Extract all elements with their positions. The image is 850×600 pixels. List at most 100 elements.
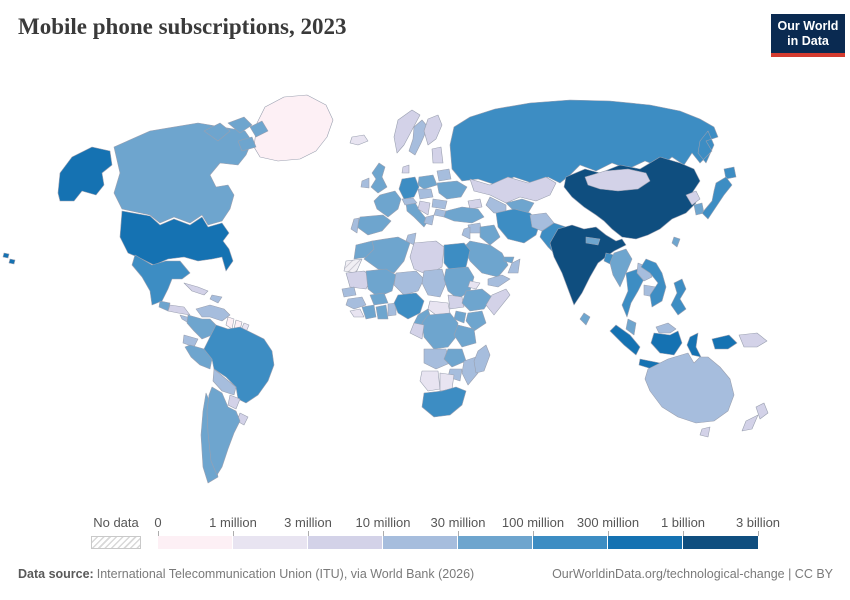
country-guinea[interactable] bbox=[345, 296, 367, 310]
country-france[interactable] bbox=[373, 190, 402, 218]
country-sweden[interactable] bbox=[408, 119, 429, 156]
legend-bin[interactable] bbox=[683, 536, 758, 549]
country-finland[interactable] bbox=[423, 114, 443, 146]
country-indonesia-sumatra[interactable] bbox=[609, 324, 641, 356]
owid-logo[interactable]: Our World in Data bbox=[771, 14, 845, 57]
country-togo-benin[interactable] bbox=[387, 302, 397, 317]
country-honduras-nicaragua[interactable] bbox=[167, 304, 191, 316]
country-greece[interactable] bbox=[423, 214, 435, 226]
country-niger[interactable] bbox=[393, 270, 425, 296]
country-myanmar[interactable] bbox=[609, 248, 633, 288]
country-senegal[interactable] bbox=[341, 286, 357, 298]
country-indonesia-west-papua[interactable] bbox=[711, 334, 738, 350]
country-paraguay[interactable] bbox=[227, 394, 241, 410]
country-baltics[interactable] bbox=[431, 146, 444, 164]
legend-bin[interactable] bbox=[608, 536, 683, 549]
country-indonesia-sulawesi[interactable] bbox=[686, 332, 702, 358]
country-guyana[interactable] bbox=[225, 316, 235, 330]
country-zambia[interactable] bbox=[443, 348, 467, 368]
country-ivory-coast[interactable] bbox=[361, 304, 377, 320]
country-chad[interactable] bbox=[421, 268, 447, 298]
country-philippines[interactable] bbox=[670, 278, 687, 316]
country-argentina[interactable] bbox=[206, 386, 241, 476]
country-vietnam[interactable] bbox=[640, 258, 667, 308]
country-japan-hokkaido[interactable] bbox=[723, 166, 737, 180]
country-brazil[interactable] bbox=[203, 324, 275, 404]
country-balkans[interactable] bbox=[417, 200, 431, 216]
country-venezuela[interactable] bbox=[195, 304, 231, 322]
country-namibia[interactable] bbox=[419, 370, 441, 392]
legend-bin[interactable] bbox=[233, 536, 308, 549]
country-iceland[interactable] bbox=[349, 134, 369, 146]
country-south-africa[interactable] bbox=[421, 386, 467, 418]
country-yemen[interactable] bbox=[487, 274, 511, 288]
legend-bin[interactable] bbox=[458, 536, 533, 549]
country-united-states[interactable] bbox=[119, 210, 234, 272]
legend-bin[interactable] bbox=[383, 536, 458, 549]
country-greenland[interactable] bbox=[253, 94, 334, 162]
country-malaysia-borneo[interactable] bbox=[655, 322, 677, 334]
country-mali[interactable] bbox=[365, 268, 397, 298]
country-japan-honshu[interactable] bbox=[701, 176, 733, 220]
country-taiwan[interactable] bbox=[671, 236, 681, 248]
country-malaysia-peninsula[interactable] bbox=[625, 318, 637, 336]
country-hispaniola[interactable] bbox=[209, 294, 223, 304]
country-norway[interactable] bbox=[393, 109, 421, 154]
country-madagascar[interactable] bbox=[473, 344, 491, 374]
country-kenya[interactable] bbox=[465, 310, 487, 332]
country-iraq[interactable] bbox=[479, 224, 501, 246]
country-south-sudan[interactable] bbox=[447, 294, 465, 310]
country-drc[interactable] bbox=[421, 312, 459, 350]
legend-bin[interactable] bbox=[158, 536, 233, 549]
country-north-korea[interactable] bbox=[685, 190, 701, 206]
country-sri-lanka[interactable] bbox=[579, 312, 591, 326]
country-caucasus[interactable] bbox=[467, 198, 483, 210]
country-indonesia-kalimantan[interactable] bbox=[650, 330, 683, 356]
footer-link[interactable]: OurWorldinData.org/technological-change … bbox=[552, 567, 833, 581]
country-ireland[interactable] bbox=[360, 177, 370, 189]
country-mexico[interactable] bbox=[131, 254, 191, 306]
country-ukraine[interactable] bbox=[436, 180, 468, 200]
country-angola[interactable] bbox=[423, 348, 451, 370]
country-oman[interactable] bbox=[507, 258, 521, 274]
country-australia[interactable] bbox=[644, 352, 735, 424]
country-gabon-congo[interactable] bbox=[409, 322, 425, 340]
country-kazakhstan[interactable] bbox=[469, 176, 557, 204]
country-arctic-islands[interactable] bbox=[203, 116, 269, 152]
country-nepal[interactable] bbox=[585, 236, 601, 246]
legend-bin[interactable] bbox=[533, 536, 608, 549]
country-poland[interactable] bbox=[417, 174, 438, 190]
country-ethiopia[interactable] bbox=[461, 288, 493, 312]
country-uganda[interactable] bbox=[453, 310, 467, 324]
country-ghana[interactable] bbox=[375, 304, 389, 320]
country-nigeria[interactable] bbox=[393, 292, 425, 320]
country-united-kingdom[interactable] bbox=[370, 162, 388, 194]
country-new-zealand-north[interactable] bbox=[755, 402, 769, 420]
country-tanzania[interactable] bbox=[453, 324, 477, 348]
country-uae[interactable] bbox=[503, 256, 515, 264]
country-jordan-israel[interactable] bbox=[461, 226, 471, 240]
country-burkina-faso[interactable] bbox=[369, 292, 389, 306]
country-belarus[interactable] bbox=[436, 168, 452, 182]
country-portugal[interactable] bbox=[350, 217, 360, 234]
country-spain[interactable] bbox=[356, 214, 392, 236]
country-sierra-leone-liberia[interactable] bbox=[349, 308, 365, 318]
country-denmark[interactable] bbox=[401, 164, 410, 174]
country-switzerland-austria[interactable] bbox=[401, 197, 418, 206]
country-china[interactable] bbox=[563, 156, 701, 240]
country-central-african-republic[interactable] bbox=[427, 300, 451, 316]
country-tasmania[interactable] bbox=[699, 426, 711, 438]
country-algeria[interactable] bbox=[363, 236, 411, 274]
country-eritrea[interactable] bbox=[467, 280, 481, 290]
country-mongolia[interactable] bbox=[584, 168, 651, 192]
country-czech-slovakia-hungary[interactable] bbox=[417, 188, 434, 200]
country-iran[interactable] bbox=[495, 208, 541, 244]
country-mozambique[interactable] bbox=[461, 356, 479, 386]
country-alaska[interactable] bbox=[57, 146, 113, 202]
country-cuba[interactable] bbox=[183, 282, 209, 296]
country-turkey[interactable] bbox=[443, 206, 485, 224]
legend-bin[interactable] bbox=[308, 536, 383, 549]
country-bolivia[interactable] bbox=[212, 368, 237, 396]
country-germany[interactable] bbox=[398, 176, 420, 200]
country-papua-new-guinea[interactable] bbox=[738, 332, 768, 348]
